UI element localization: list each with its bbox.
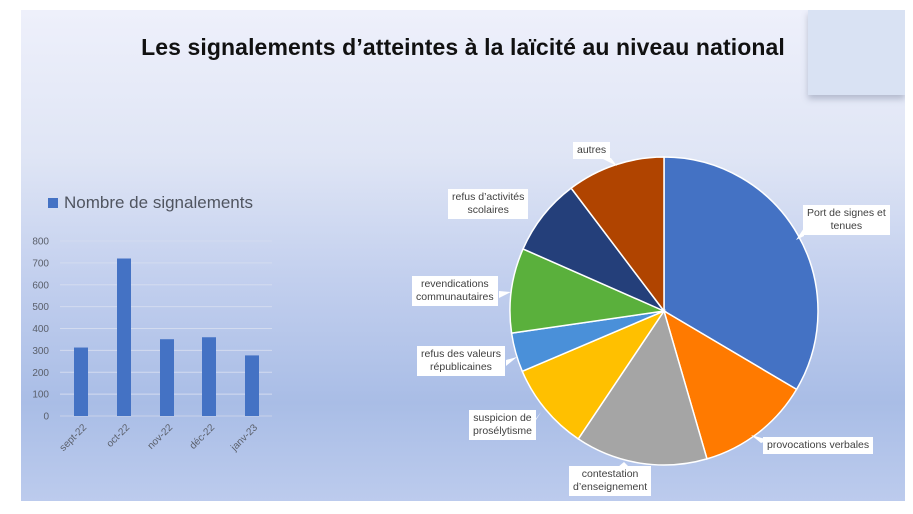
label-line: d’enseignement — [573, 481, 648, 493]
label-line: Port de signes et — [807, 207, 886, 219]
label-line: républicaines — [430, 361, 492, 373]
bar-chart-legend: Nombre de signalements — [48, 193, 253, 213]
pie-slice — [521, 309, 667, 440]
legend-swatch-icon — [48, 198, 58, 208]
callout-pointer — [529, 210, 541, 222]
y-tick-label: 700 — [32, 258, 49, 269]
pie-slice — [663, 156, 819, 391]
pie-label-refus-valeurs: refus des valeurs républicaines — [417, 346, 505, 376]
pie-chart — [499, 156, 819, 467]
label-line: refus des valeurs — [421, 348, 501, 360]
label-line: communautaires — [416, 291, 494, 303]
label-line: tenues — [830, 220, 863, 232]
callout-pointer — [506, 357, 517, 366]
label-line: scolaires — [467, 204, 509, 216]
pie-slice — [509, 247, 667, 335]
decorative-corner-panel — [808, 10, 905, 95]
y-tick-label: 200 — [32, 368, 49, 379]
bar — [117, 258, 131, 416]
y-tick-label: 400 — [32, 324, 49, 335]
callout-pointer — [618, 462, 629, 467]
pie-label-refus-activites: refus d’activités scolaires — [448, 189, 529, 219]
pie-label-suspicion: suspicion de prosélytisme — [469, 410, 536, 440]
legend-label: Nombre de signalements — [64, 193, 253, 212]
pie-label-autres: autres — [573, 142, 611, 159]
pie-label-provocations: provocations verbales — [763, 437, 874, 454]
callout-pointer — [796, 228, 804, 240]
label-line: prosélytisme — [473, 425, 532, 437]
slide: Les signalements d’atteintes à la laïcit… — [21, 10, 905, 501]
label-line: refus d’activités — [452, 191, 525, 203]
slide-title: Les signalements d’atteintes à la laïcit… — [141, 34, 785, 60]
label-line: suspicion de — [473, 412, 532, 424]
pie-label-contestation: contestation d’enseignement — [569, 466, 652, 496]
bar — [202, 337, 216, 416]
bar — [74, 347, 88, 416]
bar — [160, 339, 174, 416]
pie-slice — [577, 309, 708, 466]
pie-label-revendications: revendications communautaires — [412, 276, 498, 306]
y-tick-label: 0 — [43, 412, 49, 423]
label-line: contestation — [581, 468, 639, 480]
bar — [245, 355, 259, 416]
pie-slice — [662, 309, 798, 460]
callout-pointer — [601, 158, 617, 166]
y-tick-label: 500 — [32, 302, 49, 313]
label-line: revendications — [420, 278, 489, 290]
label-line: provocations verbales — [767, 439, 870, 451]
callout-pointer — [499, 291, 511, 298]
pie-label-port-signes: Port de signes et tenues — [803, 205, 890, 235]
y-tick-label: 800 — [32, 237, 49, 248]
y-tick-label: 300 — [32, 346, 49, 357]
label-line: autres — [577, 144, 607, 156]
y-tick-label: 100 — [32, 390, 49, 401]
y-tick-label: 600 — [32, 280, 49, 291]
